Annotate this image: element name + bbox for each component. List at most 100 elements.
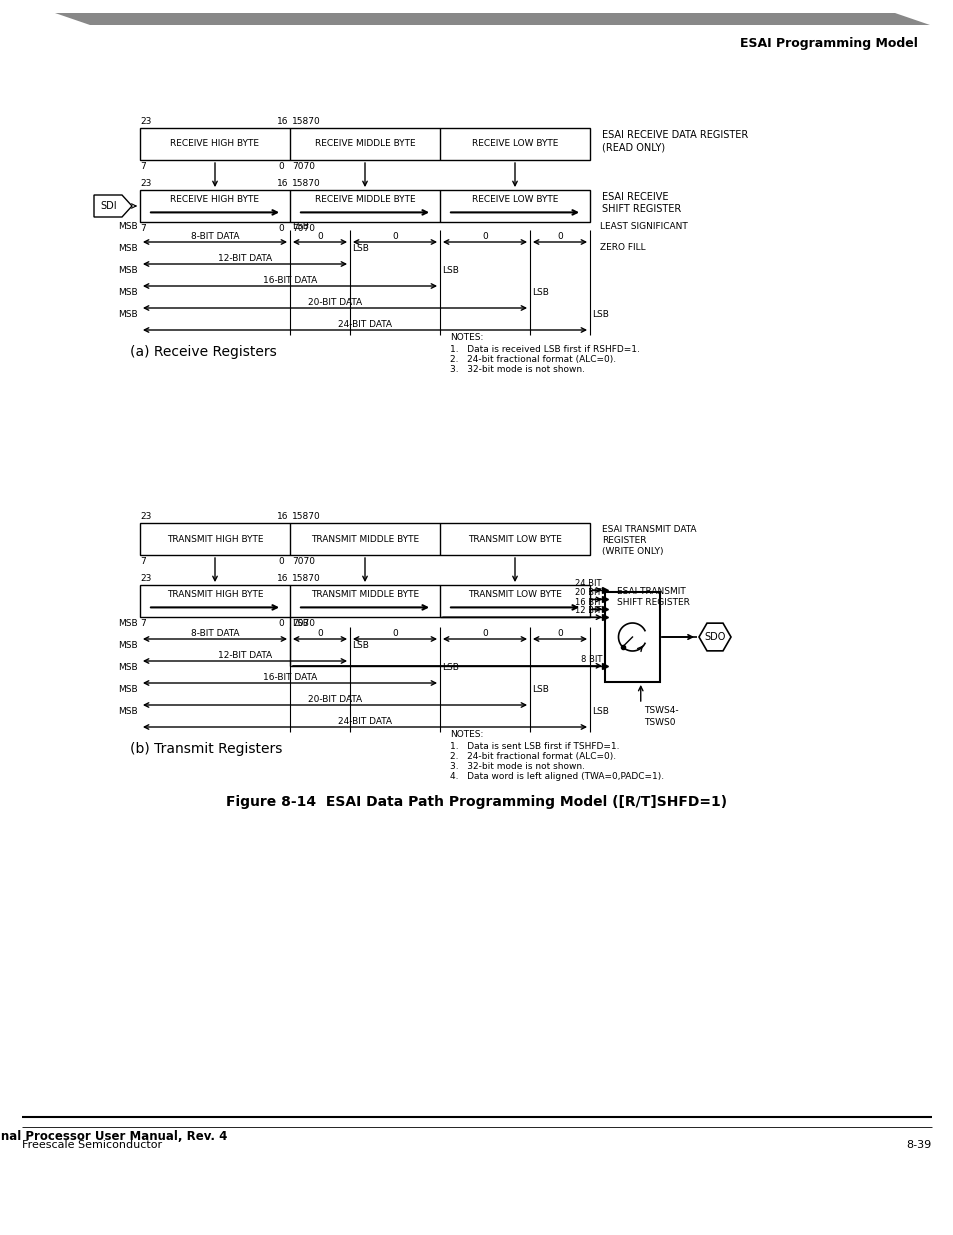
Text: ESAI TRANSMIT: ESAI TRANSMIT xyxy=(617,587,685,597)
Text: TRANSMIT LOW BYTE: TRANSMIT LOW BYTE xyxy=(468,590,561,599)
Polygon shape xyxy=(94,195,132,217)
Text: ESAI TRANSMIT DATA: ESAI TRANSMIT DATA xyxy=(601,525,696,534)
Bar xyxy=(140,522,589,555)
Text: 16: 16 xyxy=(276,574,288,583)
Text: 12-BIT DATA: 12-BIT DATA xyxy=(217,254,272,263)
Text: RECEIVE LOW BYTE: RECEIVE LOW BYTE xyxy=(472,195,558,204)
Text: MSB: MSB xyxy=(118,245,138,253)
Text: 7: 7 xyxy=(140,162,146,170)
Text: 7070: 7070 xyxy=(292,162,314,170)
Text: LSB: LSB xyxy=(352,245,369,253)
Text: 15870: 15870 xyxy=(292,179,320,188)
Text: 0: 0 xyxy=(316,232,322,241)
Text: 7: 7 xyxy=(140,557,146,566)
Text: LSB: LSB xyxy=(532,685,548,694)
Text: 7: 7 xyxy=(140,619,146,629)
Text: 20 BIT: 20 BIT xyxy=(575,588,601,598)
Text: 2.   24-bit fractional format (ALC=0).: 2. 24-bit fractional format (ALC=0). xyxy=(450,752,616,761)
Text: Figure 8-14  ESAI Data Path Programming Model ([R/T]SHFD=1): Figure 8-14 ESAI Data Path Programming M… xyxy=(226,795,727,809)
Text: 0: 0 xyxy=(277,619,283,629)
Text: LSB: LSB xyxy=(441,266,458,275)
Text: ESAI Programming Model: ESAI Programming Model xyxy=(740,37,917,49)
Text: 8-39: 8-39 xyxy=(905,1140,931,1150)
Text: MSB: MSB xyxy=(118,706,138,716)
Text: 23: 23 xyxy=(140,179,152,188)
Text: MSB: MSB xyxy=(118,685,138,694)
Text: 7070: 7070 xyxy=(292,224,314,233)
Text: TSWS0: TSWS0 xyxy=(643,718,675,727)
Text: NOTES:: NOTES: xyxy=(450,333,483,342)
Text: 15870: 15870 xyxy=(292,574,320,583)
Text: 16: 16 xyxy=(276,513,288,521)
Text: 4.   Data word is left aligned (TWA=0,PADC=1).: 4. Data word is left aligned (TWA=0,PADC… xyxy=(450,772,663,781)
Text: LSB: LSB xyxy=(292,222,309,231)
Text: 0: 0 xyxy=(277,557,283,566)
Text: 0: 0 xyxy=(557,232,562,241)
Text: 0: 0 xyxy=(277,224,283,233)
Text: SHIFT REGISTER: SHIFT REGISTER xyxy=(601,204,680,214)
Text: ESAI RECEIVE DATA REGISTER: ESAI RECEIVE DATA REGISTER xyxy=(601,130,747,140)
Text: 16 BIT: 16 BIT xyxy=(575,598,601,606)
Bar xyxy=(140,585,589,618)
Text: RECEIVE MIDDLE BYTE: RECEIVE MIDDLE BYTE xyxy=(314,140,415,148)
Text: 0: 0 xyxy=(392,232,397,241)
Text: 0: 0 xyxy=(481,232,487,241)
Text: (b) Transmit Registers: (b) Transmit Registers xyxy=(130,742,282,756)
Text: LSB: LSB xyxy=(441,663,458,672)
Bar xyxy=(140,190,589,222)
Text: 1.   Data is sent LSB first if TSHFD=1.: 1. Data is sent LSB first if TSHFD=1. xyxy=(450,742,618,751)
Text: 0: 0 xyxy=(277,162,283,170)
Text: ZERO FILL: ZERO FILL xyxy=(599,243,645,252)
Text: 20-BIT DATA: 20-BIT DATA xyxy=(308,695,362,704)
Text: ESAI RECEIVE: ESAI RECEIVE xyxy=(601,191,668,203)
Text: 7070: 7070 xyxy=(292,557,314,566)
Text: 24-BIT DATA: 24-BIT DATA xyxy=(337,718,392,726)
Text: 12-BIT DATA: 12-BIT DATA xyxy=(217,651,272,659)
Text: 20-BIT DATA: 20-BIT DATA xyxy=(308,298,362,308)
Text: 16: 16 xyxy=(276,117,288,126)
Text: 8 BIT: 8 BIT xyxy=(580,655,601,663)
Bar xyxy=(140,128,589,161)
Text: 3.   32-bit mode is not shown.: 3. 32-bit mode is not shown. xyxy=(450,366,584,374)
Text: SHIFT REGISTER: SHIFT REGISTER xyxy=(617,598,689,606)
Text: Freescale Semiconductor: Freescale Semiconductor xyxy=(22,1140,162,1150)
Text: REGISTER: REGISTER xyxy=(601,536,646,545)
Text: 16-BIT DATA: 16-BIT DATA xyxy=(263,673,316,682)
Text: 2.   24-bit fractional format (ALC=0).: 2. 24-bit fractional format (ALC=0). xyxy=(450,354,616,364)
Text: 7070: 7070 xyxy=(292,619,314,629)
Text: MSB: MSB xyxy=(118,641,138,650)
Text: 24 BIT: 24 BIT xyxy=(575,579,601,588)
Text: 7: 7 xyxy=(140,224,146,233)
Text: TRANSMIT HIGH BYTE: TRANSMIT HIGH BYTE xyxy=(167,535,263,543)
Text: 16-BIT DATA: 16-BIT DATA xyxy=(263,275,316,285)
Text: MSB: MSB xyxy=(118,663,138,672)
Text: 15870: 15870 xyxy=(292,117,320,126)
Polygon shape xyxy=(699,624,730,651)
Text: LSB: LSB xyxy=(292,619,309,629)
Text: (WRITE ONLY): (WRITE ONLY) xyxy=(601,547,662,556)
Text: RECEIVE HIGH BYTE: RECEIVE HIGH BYTE xyxy=(171,140,259,148)
Text: RECEIVE MIDDLE BYTE: RECEIVE MIDDLE BYTE xyxy=(314,195,415,204)
Bar xyxy=(604,592,659,682)
Text: TSWS4-: TSWS4- xyxy=(643,706,678,715)
Text: TRANSMIT MIDDLE BYTE: TRANSMIT MIDDLE BYTE xyxy=(311,590,418,599)
Text: 0: 0 xyxy=(557,629,562,638)
Text: LSB: LSB xyxy=(592,310,608,319)
Text: (READ ONLY): (READ ONLY) xyxy=(601,142,664,152)
Text: 1.   Data is received LSB first if RSHFD=1.: 1. Data is received LSB first if RSHFD=1… xyxy=(450,345,639,354)
Text: NOTES:: NOTES: xyxy=(450,730,483,739)
Text: 0: 0 xyxy=(481,629,487,638)
Text: RECEIVE LOW BYTE: RECEIVE LOW BYTE xyxy=(472,140,558,148)
Text: TRANSMIT MIDDLE BYTE: TRANSMIT MIDDLE BYTE xyxy=(311,535,418,543)
Text: MSB: MSB xyxy=(118,222,138,231)
Text: SDI: SDI xyxy=(101,201,117,211)
Text: 0: 0 xyxy=(392,629,397,638)
Text: 24-BIT DATA: 24-BIT DATA xyxy=(337,320,392,329)
Text: LSB: LSB xyxy=(592,706,608,716)
Text: MSB: MSB xyxy=(118,266,138,275)
Text: RECEIVE HIGH BYTE: RECEIVE HIGH BYTE xyxy=(171,195,259,204)
Text: 8-BIT DATA: 8-BIT DATA xyxy=(191,629,239,638)
Polygon shape xyxy=(55,14,929,25)
Text: LSB: LSB xyxy=(532,288,548,296)
Text: 23: 23 xyxy=(140,117,152,126)
